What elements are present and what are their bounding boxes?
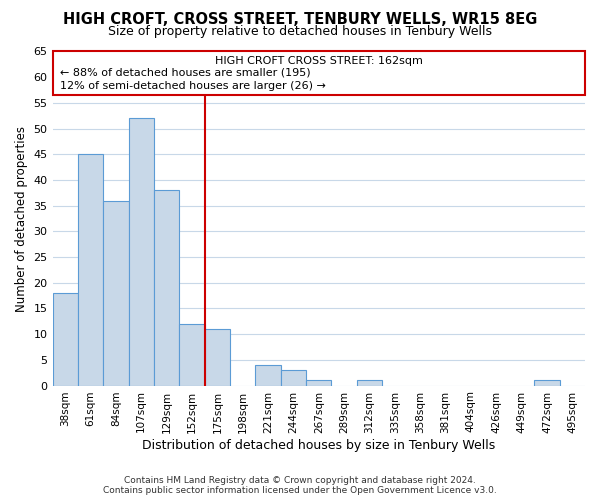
Bar [53,293,78,386]
Y-axis label: Number of detached properties: Number of detached properties [15,126,28,312]
Text: ← 88% of detached houses are smaller (195): ← 88% of detached houses are smaller (19… [60,68,311,78]
Bar [128,118,154,386]
Bar [179,324,205,386]
Bar [103,200,128,386]
Bar [205,329,230,386]
Bar [534,380,560,386]
X-axis label: Distribution of detached houses by size in Tenbury Wells: Distribution of detached houses by size … [142,440,496,452]
Text: HIGH CROFT CROSS STREET: 162sqm: HIGH CROFT CROSS STREET: 162sqm [215,56,423,66]
Bar [281,370,306,386]
Text: Contains HM Land Registry data © Crown copyright and database right 2024.: Contains HM Land Registry data © Crown c… [124,476,476,485]
Bar [154,190,179,386]
Bar [357,380,382,386]
Text: Size of property relative to detached houses in Tenbury Wells: Size of property relative to detached ho… [108,25,492,38]
Bar [256,365,281,386]
Text: HIGH CROFT, CROSS STREET, TENBURY WELLS, WR15 8EG: HIGH CROFT, CROSS STREET, TENBURY WELLS,… [63,12,537,28]
Bar [306,380,331,386]
FancyBboxPatch shape [53,52,585,95]
Bar [78,154,103,386]
Text: 12% of semi-detached houses are larger (26) →: 12% of semi-detached houses are larger (… [60,81,326,91]
Text: Contains public sector information licensed under the Open Government Licence v3: Contains public sector information licen… [103,486,497,495]
